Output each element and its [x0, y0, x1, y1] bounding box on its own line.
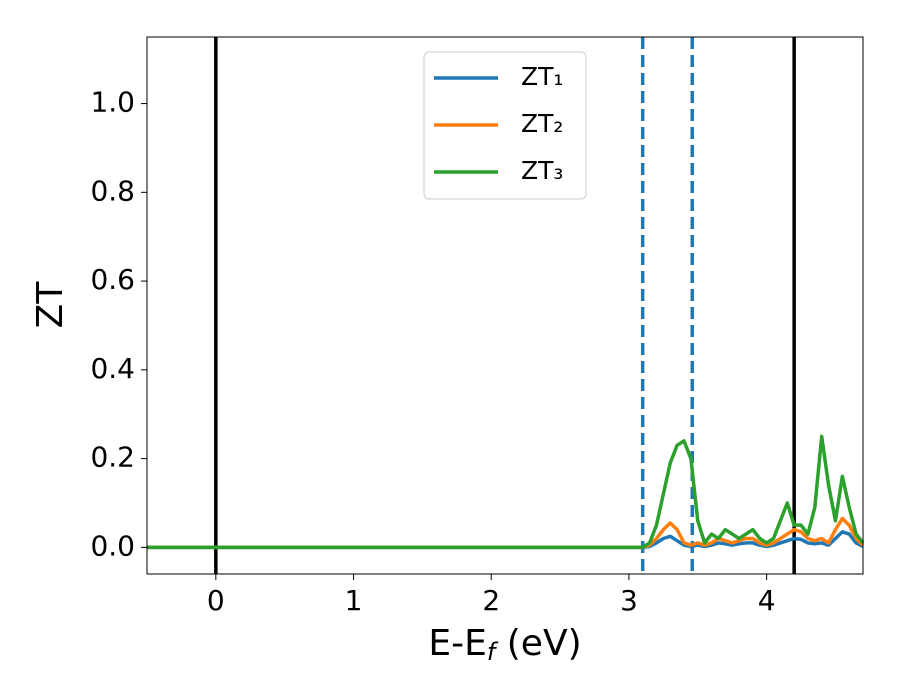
- y-tick-label: 0.8: [90, 174, 135, 207]
- y-tick-label: 0.2: [90, 441, 135, 474]
- x-tick-label: 1: [345, 584, 363, 617]
- y-tick-label: 1.0: [90, 86, 135, 119]
- y-tick-label: 0.6: [90, 263, 135, 296]
- legend-box: [423, 51, 587, 200]
- x-tick-label: 0: [207, 584, 225, 617]
- plot-frame: [146, 36, 864, 575]
- legend-label: ZT₁: [521, 62, 563, 91]
- series-line: [147, 516, 865, 550]
- x-tick-label: 4: [758, 584, 776, 617]
- x-label-main: E-E: [428, 623, 486, 664]
- x-tick-label: 3: [620, 584, 638, 617]
- y-tick-label: 0.0: [90, 529, 135, 562]
- legend-label: ZT₃: [521, 156, 563, 185]
- y-axis-label: ZT: [30, 281, 71, 329]
- legend-label: ZT₂: [521, 109, 563, 138]
- x-axis-label: E-Ef (eV): [428, 623, 581, 666]
- series-line: [147, 530, 864, 550]
- y-tick-label: 0.4: [90, 352, 135, 385]
- x-label-unit: (eV): [495, 623, 581, 664]
- series-line: [147, 434, 865, 550]
- x-tick-label: 2: [482, 584, 500, 617]
